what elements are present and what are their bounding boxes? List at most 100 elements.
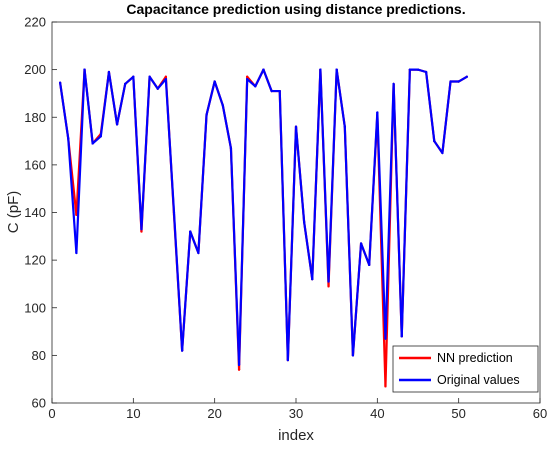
legend-label-original-values: Original values: [437, 373, 520, 387]
original-values-segment: [140, 75, 151, 231]
original-values-point: [99, 135, 102, 138]
y-tick-label: 220: [24, 15, 46, 30]
original-values-segment: [99, 70, 111, 138]
original-values-point: [91, 142, 94, 145]
y-tick-label: 80: [32, 348, 46, 363]
original-values-point: [416, 68, 420, 71]
x-tick-label: 20: [207, 406, 221, 421]
original-values-segment: [400, 68, 411, 338]
original-values-point: [433, 139, 436, 143]
original-values-segment: [67, 137, 78, 255]
original-values-segment: [254, 68, 265, 88]
legend: NN prediction Original values: [392, 345, 539, 393]
nn-prediction-point: [246, 75, 249, 78]
original-values-point: [59, 81, 62, 84]
y-tick-label: 100: [24, 300, 46, 315]
original-values-segment: [164, 78, 176, 214]
original-values-segment: [319, 68, 330, 283]
original-values-segment: [343, 125, 355, 357]
original-values-point: [457, 80, 460, 83]
original-values-point: [156, 87, 159, 90]
original-values-point: [246, 78, 249, 81]
original-values-segment: [181, 230, 192, 352]
x-tick-label: 30: [289, 406, 303, 421]
original-values-segment: [384, 82, 395, 340]
y-axis-ticks: 60 80 100 120 140 160 180 200 220: [24, 15, 57, 411]
original-values-point: [237, 363, 241, 366]
y-tick-label: 180: [24, 110, 46, 125]
original-values-segment: [457, 75, 468, 83]
nn-prediction-point: [237, 368, 241, 371]
original-values-segment: [172, 211, 184, 352]
x-tick-label: 40: [370, 406, 384, 421]
original-values-segment: [229, 147, 241, 366]
original-values-segment: [124, 75, 135, 86]
original-values-segment: [433, 139, 444, 155]
nn-prediction-point: [75, 213, 78, 216]
original-values-point: [392, 82, 395, 86]
original-values-point: [449, 80, 452, 83]
series-original-values: [59, 68, 468, 366]
original-values-point: [376, 111, 379, 114]
original-values-point: [75, 251, 78, 255]
x-tick-label: 0: [48, 406, 55, 421]
original-values-segment: [246, 78, 257, 88]
original-values-segment: [335, 68, 346, 128]
original-values-point: [343, 125, 346, 128]
original-values-point: [181, 349, 184, 352]
original-values-point: [148, 75, 151, 78]
original-values-segment: [416, 68, 428, 74]
original-values-point: [408, 68, 411, 71]
original-values-point: [303, 220, 306, 224]
series-layer: [59, 68, 468, 388]
original-values-segment: [441, 80, 452, 155]
original-values-segment: [148, 75, 159, 90]
original-values-point: [384, 337, 387, 340]
y-axis-label: C (pF): [5, 191, 22, 234]
original-values-segment: [359, 242, 371, 266]
original-values-point: [270, 89, 273, 93]
original-values-point: [107, 70, 111, 74]
x-tick-label: 60: [533, 406, 547, 421]
original-values-segment: [115, 82, 127, 126]
original-values-point: [115, 123, 119, 126]
original-values-segment: [425, 70, 436, 143]
original-values-point: [140, 228, 143, 231]
nn-prediction-point: [140, 230, 143, 233]
original-values-segment: [189, 230, 200, 255]
original-values-point: [213, 80, 216, 83]
original-values-point: [319, 68, 322, 71]
original-values-point: [441, 151, 444, 155]
original-values-segment: [197, 113, 208, 255]
original-values-segment: [59, 81, 70, 140]
original-values-point: [205, 113, 208, 116]
original-values-point: [132, 75, 135, 78]
original-values-segment: [132, 75, 143, 231]
x-axis-label: index: [278, 427, 314, 444]
original-values-segment: [351, 242, 363, 357]
original-values-point: [262, 68, 265, 71]
legend-label-nn-prediction: NN prediction: [437, 351, 513, 365]
original-values-point: [465, 75, 468, 78]
original-values-segment: [262, 68, 273, 93]
original-values-point: [229, 147, 233, 150]
y-tick-label: 140: [24, 205, 46, 220]
original-values-segment: [327, 68, 338, 283]
original-values-point: [124, 82, 127, 86]
original-values-point: [425, 70, 428, 74]
original-values-point: [189, 230, 192, 233]
original-values-point: [172, 211, 176, 214]
original-values-segment: [107, 70, 119, 126]
nn-prediction-point: [327, 285, 330, 288]
original-values-point: [221, 104, 224, 107]
x-tick-label: 50: [451, 406, 465, 421]
y-tick-label: 120: [24, 253, 46, 268]
original-values-segment: [205, 80, 216, 116]
original-values-segment: [237, 78, 249, 366]
original-values-point: [278, 89, 281, 93]
original-values-segment: [311, 68, 322, 281]
original-values-segment: [83, 68, 94, 145]
original-values-segment: [91, 135, 102, 145]
y-tick-label: 60: [32, 396, 46, 411]
